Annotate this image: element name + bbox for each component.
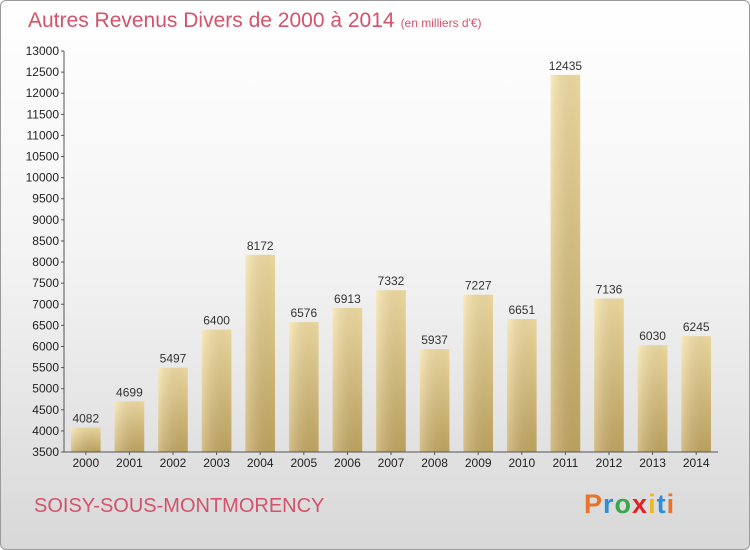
x-tick-label: 2000 xyxy=(72,456,99,470)
proxiti-logo[interactable]: Proxiti xyxy=(584,489,675,520)
bar-shade-2000 xyxy=(70,427,101,452)
x-tick-label: 2011 xyxy=(552,456,578,470)
y-tick-label: 9500 xyxy=(32,192,59,206)
bar-shade-2010 xyxy=(506,318,537,452)
x-tick-label: 2012 xyxy=(596,456,623,470)
data-label-2012: 7136 xyxy=(596,283,623,297)
data-label-2006: 6913 xyxy=(334,292,361,306)
chart-title: Autres Revenus Divers de 2000 à 2014 (en … xyxy=(28,9,482,33)
y-tick-label: 7500 xyxy=(32,276,59,290)
bar-shade-2014 xyxy=(681,336,712,452)
y-tick-label: 6000 xyxy=(32,339,59,353)
data-label-2005: 6576 xyxy=(290,306,317,320)
data-label-2004: 8172 xyxy=(247,239,274,253)
y-tick-label: 5000 xyxy=(32,382,59,396)
data-label-2013: 6030 xyxy=(639,329,666,343)
y-tick-label: 12000 xyxy=(26,86,60,100)
x-tick-label: 2004 xyxy=(247,456,274,470)
data-label-2003: 6400 xyxy=(203,314,230,328)
x-tick-label: 2010 xyxy=(508,456,535,470)
y-tick-label: 11500 xyxy=(27,107,60,121)
brand-letter: x xyxy=(632,489,649,519)
x-tick-label: 2014 xyxy=(683,456,710,470)
y-tick-label: 3500 xyxy=(32,445,59,459)
x-tick-label: 2002 xyxy=(160,456,187,470)
x-axis-ticks: 2000 2001 2002 2003 2004 2005 2006 2007 2008 2009… xyxy=(72,452,710,470)
y-tick-label: 4500 xyxy=(32,403,59,417)
y-tick-label: 7000 xyxy=(32,297,59,311)
data-labels: 4082 4699 5497 6400 8172 6576 6913 7332 5937 7227… xyxy=(72,59,709,426)
y-tick-label: 4000 xyxy=(32,424,59,438)
y-tick-label: 12500 xyxy=(26,65,60,79)
brand-letter: i xyxy=(666,489,676,519)
brand-letter: t xyxy=(656,489,667,519)
x-tick-label: 2001 xyxy=(116,456,143,470)
bar-shade-2007 xyxy=(376,290,406,452)
brand-letter: r xyxy=(603,489,615,519)
bars xyxy=(70,74,712,453)
data-label-2008: 5937 xyxy=(421,333,448,347)
data-label-2014: 6245 xyxy=(683,320,710,334)
data-label-2010: 6651 xyxy=(508,303,535,317)
data-label-2001: 4699 xyxy=(116,385,143,399)
y-tick-label: 5500 xyxy=(32,361,59,375)
y-tick-label: 8000 xyxy=(32,255,59,269)
y-tick-label: 11000 xyxy=(27,128,60,142)
y-tick-label: 13000 xyxy=(26,44,60,58)
y-tick-label: 9000 xyxy=(32,213,59,227)
data-label-2002: 5497 xyxy=(160,352,187,366)
y-tick-label: 10500 xyxy=(26,150,60,164)
chart-title-text: Autres Revenus Divers de 2000 à 2014 xyxy=(28,9,395,32)
data-label-2009: 7227 xyxy=(465,279,492,293)
y-axis-ticks: 3500 4000 4500 5000 5500 6000 6500 7000 7500 8000… xyxy=(26,44,64,459)
x-tick-label: 2006 xyxy=(334,456,361,470)
brand-letter: o xyxy=(614,489,633,519)
bar-shade-2009 xyxy=(463,294,494,452)
bar-shade-2011 xyxy=(550,74,581,453)
bar-shade-2013 xyxy=(637,345,668,452)
chart-unit: (en milliers d'€) xyxy=(400,16,482,30)
bar-shade-2003 xyxy=(201,329,232,452)
x-tick-label: 2005 xyxy=(290,456,317,470)
x-tick-label: 2013 xyxy=(639,456,666,470)
bar-shade-2004 xyxy=(245,254,276,452)
y-tick-label: 8500 xyxy=(32,234,59,248)
x-tick-label: 2009 xyxy=(465,456,492,470)
y-tick-label: 6500 xyxy=(32,318,59,332)
bar-shade-2006 xyxy=(332,307,363,452)
brand-letter: i xyxy=(648,489,657,519)
bar-shade-2001 xyxy=(114,401,145,452)
bar-shade-2002 xyxy=(158,367,188,452)
y-tick-label: 10000 xyxy=(26,171,60,185)
data-label-2000: 4082 xyxy=(72,411,99,425)
x-tick-label: 2008 xyxy=(421,456,448,470)
brand-letter: P xyxy=(584,489,604,519)
bar-shade-2012 xyxy=(594,298,624,452)
bar-shade-2005 xyxy=(288,322,319,452)
x-tick-label: 2003 xyxy=(203,456,230,470)
x-tick-label: 2007 xyxy=(378,456,405,470)
bar-shade-2008 xyxy=(419,349,450,452)
city-name: SOISY-SOUS-MONTMORENCY xyxy=(34,495,325,517)
data-label-2007: 7332 xyxy=(378,274,405,288)
data-label-2011: 12435 xyxy=(549,59,583,73)
